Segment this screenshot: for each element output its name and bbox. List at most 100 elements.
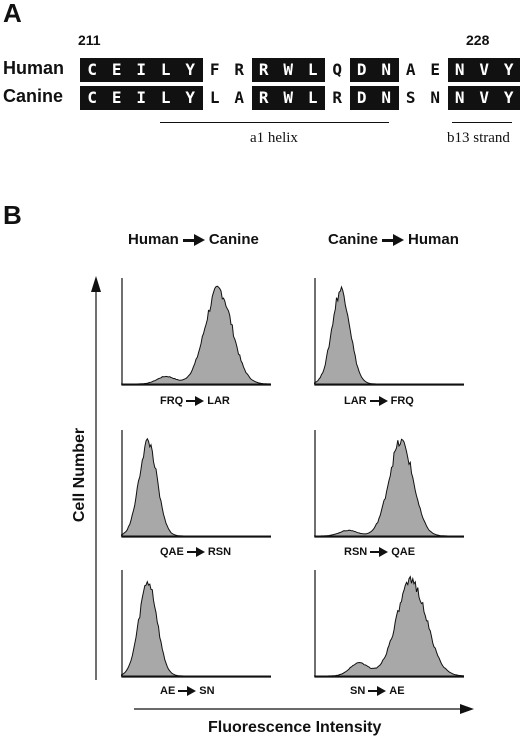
canine-residue: N <box>430 88 441 107</box>
histogram-rsn-qae <box>314 430 464 538</box>
start-position: 211 <box>78 32 101 48</box>
canine-residue: L <box>153 86 178 110</box>
mutation-label: LAR FRQ <box>344 395 414 407</box>
human-residue: N <box>374 58 399 82</box>
histogram-curve <box>121 580 271 677</box>
canine-residue: L <box>300 86 325 110</box>
human-residue: A <box>405 60 416 79</box>
human-residue: E <box>104 58 129 82</box>
histogram-axes <box>121 278 271 386</box>
mutation-from: QAE <box>160 546 184 558</box>
canine-residue: E <box>104 86 129 110</box>
right-arrow-icon <box>368 686 387 696</box>
histogram-curve <box>314 575 464 677</box>
canine-residue: R <box>332 88 343 107</box>
human-residue: V <box>472 58 497 82</box>
human-residue: R <box>251 58 276 82</box>
mutation-to: LAR <box>207 395 230 407</box>
human-residue: Y <box>178 58 203 82</box>
canine-residue: C <box>80 86 105 110</box>
right-header-to: Human <box>408 231 459 248</box>
y-axis-arrowhead <box>91 276 101 292</box>
end-position: 228 <box>466 32 490 48</box>
human-residue: C <box>80 58 105 82</box>
canine-residue: W <box>276 86 301 110</box>
right-header-from: Canine <box>328 231 379 248</box>
mutation-to: SN <box>199 685 215 697</box>
human-label: Human <box>3 58 65 78</box>
histogram-curve <box>314 285 464 385</box>
canine-residue: Y <box>178 86 203 110</box>
right-column-header: Canine Human <box>328 231 459 248</box>
canine-residue: L <box>209 88 220 107</box>
histogram-axes <box>121 430 271 538</box>
canine-residue: D <box>349 86 374 110</box>
y-axis-title: Cell Number <box>71 427 88 523</box>
canine-residue: S <box>405 88 416 107</box>
mutation-label: RSN QAE <box>344 546 415 558</box>
histogram-frq-lar <box>121 278 271 386</box>
histogram-axes <box>121 570 271 678</box>
canine-residue: V <box>472 86 497 110</box>
human-residue: Q <box>332 60 343 79</box>
left-header-from: Human <box>128 231 179 248</box>
histogram-ae-sn <box>121 570 271 678</box>
human-residue: Y <box>496 58 520 82</box>
mutation-from: FRQ <box>160 395 184 407</box>
strand-label: b13 strand <box>447 130 510 146</box>
panel-b-letter: B <box>3 200 22 230</box>
human-residue: E <box>430 60 441 79</box>
mutation-label: SN AE <box>350 685 405 697</box>
x-axis-title: Fluorescence Intensity <box>208 719 382 736</box>
mutation-to: QAE <box>391 546 416 558</box>
human-residue: R <box>234 60 245 79</box>
histogram-lar-frq <box>314 278 464 386</box>
canine-residue: R <box>251 86 276 110</box>
right-arrow-icon <box>370 547 389 557</box>
histogram-axes <box>314 278 464 386</box>
left-column-header: Human Canine <box>128 231 259 248</box>
mutation-label: FRQ LAR <box>160 395 230 407</box>
right-arrow-icon <box>186 547 205 557</box>
right-arrow-icon <box>186 396 205 406</box>
human-residue: D <box>349 58 374 82</box>
mutation-from: SN <box>350 685 366 697</box>
right-arrow-icon <box>182 233 205 246</box>
mutation-from: AE <box>160 685 176 697</box>
histogram-curve <box>314 438 464 537</box>
histogram-axes <box>314 570 464 678</box>
helix-bracket <box>160 122 389 123</box>
histogram-qae-rsn <box>121 430 271 538</box>
canine-residue: I <box>129 86 154 110</box>
mutation-to: AE <box>389 685 405 697</box>
canine-label: Canine <box>3 86 64 106</box>
helix-label: a1 helix <box>250 130 298 146</box>
histogram-curve <box>121 285 271 385</box>
histogram-axes <box>314 430 464 538</box>
human-residue: L <box>300 58 325 82</box>
human-residue: L <box>153 58 178 82</box>
mutation-from: RSN <box>344 546 368 558</box>
canine-residue: N <box>374 86 399 110</box>
right-arrow-icon <box>369 396 388 406</box>
right-arrow-icon <box>382 233 405 246</box>
mutation-from: LAR <box>344 395 367 407</box>
left-header-to: Canine <box>208 231 259 248</box>
histogram-sn-ae <box>314 570 464 678</box>
mutation-to: FRQ <box>390 395 414 407</box>
right-arrow-icon <box>178 686 197 696</box>
canine-residue: A <box>234 88 245 107</box>
mutation-label: QAE RSN <box>160 546 231 558</box>
human-residue: W <box>276 58 301 82</box>
histogram-curve <box>121 437 271 537</box>
x-axis-arrowhead <box>460 704 474 714</box>
strand-bracket <box>452 122 512 123</box>
canine-residue: Y <box>496 86 520 110</box>
human-residue: N <box>447 58 472 82</box>
panel-a-letter: A <box>3 0 22 28</box>
human-residue: F <box>209 60 220 79</box>
canine-residue: N <box>447 86 472 110</box>
human-residue: I <box>129 58 154 82</box>
mutation-label: AE SN <box>160 685 215 697</box>
